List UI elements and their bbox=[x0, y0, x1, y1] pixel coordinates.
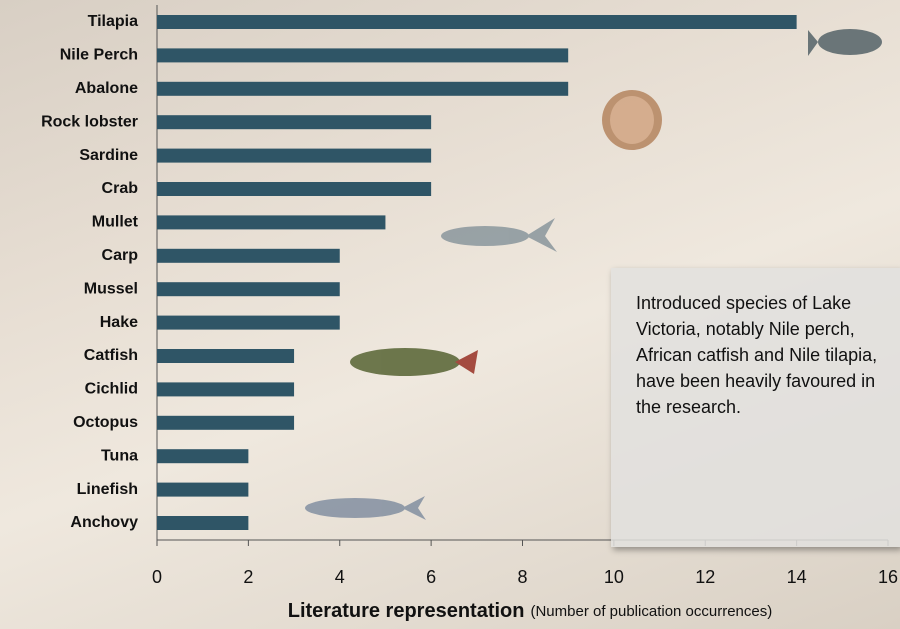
x-axis-title: Literature representation (Number of publ… bbox=[288, 600, 773, 622]
x-tick-label: 8 bbox=[517, 567, 527, 587]
bar bbox=[157, 81, 569, 96]
annotation: Introduced species of Lake Victoria, not… bbox=[611, 268, 900, 547]
y-tick-label: Linefish bbox=[77, 481, 138, 498]
y-tick-label: Catfish bbox=[84, 347, 138, 364]
x-tick-label: 0 bbox=[152, 567, 162, 587]
bar bbox=[157, 415, 295, 430]
bar bbox=[157, 215, 386, 230]
fish-icon bbox=[305, 496, 426, 520]
y-tick-label: Mullet bbox=[92, 214, 139, 231]
fish-icon bbox=[350, 348, 478, 376]
y-tick-label: Rock lobster bbox=[41, 113, 138, 130]
x-tick-label: 12 bbox=[695, 567, 715, 587]
x-tick-label: 2 bbox=[243, 567, 253, 587]
x-tick-label: 14 bbox=[787, 567, 807, 587]
x-tick-label: 6 bbox=[426, 567, 436, 587]
bar bbox=[157, 248, 340, 263]
y-tick-label: Anchovy bbox=[70, 514, 138, 531]
shell-icon bbox=[602, 90, 662, 150]
y-tick-label: Tuna bbox=[101, 447, 138, 464]
x-tick-label: 4 bbox=[335, 567, 345, 587]
x-label: Literature representation bbox=[288, 600, 525, 622]
bar bbox=[157, 482, 249, 497]
bar bbox=[157, 115, 432, 130]
y-tick-label: Cichlid bbox=[85, 381, 138, 398]
y-tick-label: Nile Perch bbox=[60, 47, 138, 64]
bar bbox=[157, 349, 295, 363]
bar bbox=[157, 48, 569, 63]
bar bbox=[157, 516, 249, 530]
y-tick-label: Mussel bbox=[84, 280, 138, 297]
bar bbox=[157, 182, 432, 196]
bar bbox=[157, 148, 432, 163]
y-tick-label: Carp bbox=[102, 247, 139, 264]
x-label-note: (Number of publication occurrences) bbox=[530, 603, 772, 620]
bar bbox=[157, 449, 249, 464]
x-tick-label: 10 bbox=[604, 567, 624, 587]
x-tick-label: 16 bbox=[878, 567, 898, 587]
y-tick-label: Octopus bbox=[73, 414, 138, 431]
bar bbox=[157, 282, 340, 297]
y-tick-label: Crab bbox=[102, 180, 139, 197]
fish-icon bbox=[808, 29, 882, 56]
fish-icon bbox=[441, 218, 557, 252]
bar bbox=[157, 382, 295, 397]
y-tick-label: Sardine bbox=[79, 147, 138, 164]
y-tick-label: Hake bbox=[100, 314, 138, 331]
bar bbox=[157, 15, 797, 29]
decorations bbox=[305, 29, 882, 520]
bar bbox=[157, 315, 340, 330]
y-tick-label: Abalone bbox=[75, 80, 138, 97]
y-tick-label: Tilapia bbox=[88, 13, 138, 30]
